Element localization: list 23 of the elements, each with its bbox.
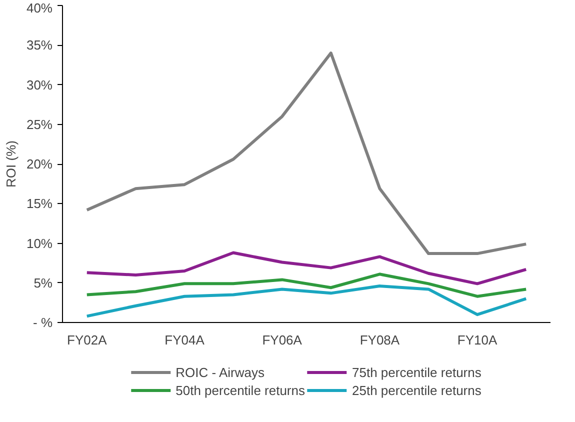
y-tick-label: 40%: [26, 0, 53, 16]
line-series: [85, 251, 528, 286]
y-tick-label: 30%: [26, 77, 53, 92]
line-series: [85, 284, 528, 318]
legend-label: 50th percentile returns: [176, 382, 305, 398]
y-tick-label: 35%: [26, 38, 53, 53]
legend-label: ROIC - Airways: [176, 364, 264, 380]
x-tick-label: FY06A: [262, 332, 302, 348]
legend-label: 75th percentile returns: [352, 364, 482, 380]
y-tick-label: - %: [33, 315, 53, 330]
y-tick-label: 5%: [34, 275, 53, 290]
x-tick-label: FY04A: [164, 332, 205, 348]
line-series: [85, 52, 528, 256]
legend-label: 25th percentile returns: [352, 382, 482, 398]
x-tick-label: FY08A: [360, 332, 400, 348]
y-axis-title: ROI (%): [3, 140, 18, 188]
x-tick-label: FY02A: [67, 332, 108, 348]
x-tick-label: FY10A: [457, 332, 498, 348]
y-tick-label: 25%: [26, 116, 53, 132]
y-tick-label: 10%: [26, 236, 53, 251]
y-tick-label: 15%: [26, 196, 53, 212]
y-tick-label: 20%: [26, 156, 53, 172]
line-series: [85, 272, 528, 298]
